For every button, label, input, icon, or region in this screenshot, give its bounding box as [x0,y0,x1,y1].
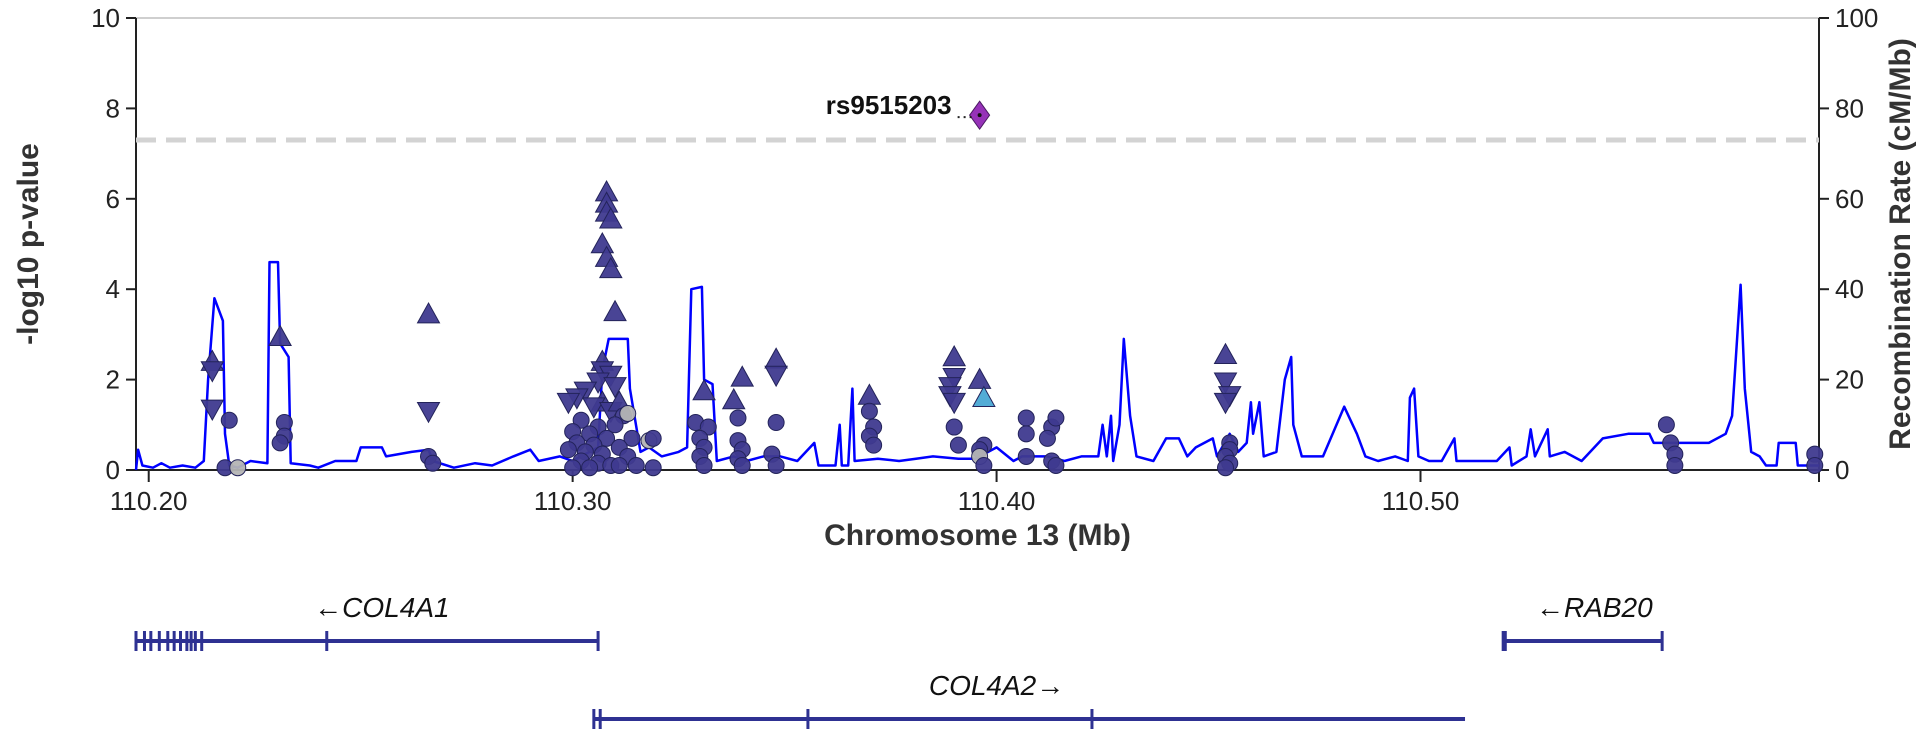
y2-tick-label: 40 [1835,274,1864,304]
gene-direction-arrow: ← [1536,592,1564,623]
y2-tick-label: 100 [1835,3,1878,33]
variant-point [1038,429,1056,447]
x-tick-label: 110.30 [534,486,612,516]
variant-point [733,456,751,474]
variant-point [695,456,713,474]
variant-point [619,405,637,422]
y2-tick-label: 20 [1835,365,1864,395]
y2-tick-label: 0 [1835,455,1849,485]
variant-point [729,409,747,427]
variant-point [268,324,292,346]
variant-point [967,367,992,389]
variant-point [271,434,289,452]
variant-point [200,399,225,422]
variant-point [1806,456,1824,474]
variant-point [610,456,628,474]
variant-point [1017,447,1035,465]
variant-point [1666,456,1684,474]
y-axis-title: -log10 p-value [12,143,45,345]
variant-point [1657,416,1675,434]
y-tick-label: 2 [106,365,120,395]
variant-point [644,459,662,477]
variant-point [730,365,755,387]
variant-point [1213,342,1238,365]
variant-point [581,459,599,477]
variant-point [416,401,441,424]
variant-point [603,299,627,322]
variant-point [1216,459,1234,477]
variant-point [603,377,627,399]
recombination-rate-series [134,260,1819,471]
variant-point [416,302,441,324]
gene-label: ←COL4A1 [314,592,449,623]
x-tick-label: 110.40 [958,486,1036,516]
variant-point [559,441,577,459]
variant-point [1213,392,1238,415]
y2-tick-label: 80 [1835,93,1864,123]
variant-point [1017,409,1035,427]
variant-point [598,207,623,229]
variant-point [692,378,716,401]
y-tick-label: 6 [106,184,120,214]
variant-point [623,429,641,447]
variant-point [975,456,993,474]
variant-point [767,414,785,432]
variant-point [1047,409,1065,427]
gene-name: COL4A2 [929,670,1037,701]
lead-variant-group: rs9515203 [826,90,991,131]
lead-variant-center-dot [977,113,982,118]
lead-variant-label: rs9515203 [826,90,952,120]
variant-point [857,383,882,405]
variant-point [644,429,662,447]
y-tick-label: 4 [106,274,120,304]
variant-point [942,344,967,367]
variant-point [1017,425,1035,443]
variant-point [220,411,238,429]
variant-point [581,397,606,419]
variant-point [590,231,615,254]
variant-point [606,416,624,434]
variant-point [767,456,785,474]
variant-point [860,402,878,420]
gene-direction-arrow: → [1036,670,1064,701]
variant-point [721,387,746,410]
variant-point [972,385,996,407]
gene-direction-arrow: ← [314,592,342,623]
recombination-rate-line [134,260,1819,471]
variant-point [764,347,788,369]
variant-points [200,179,1824,477]
variant-point [945,418,963,436]
variant-point [627,456,645,474]
variant-point [229,459,247,477]
variant-point [572,411,590,429]
variant-point [598,256,623,279]
variant-point [949,436,967,454]
y-tick-label: 10 [91,3,120,33]
y-tick-label: 0 [106,455,120,485]
variant-point [699,418,717,436]
y-tick-label: 8 [106,93,120,123]
variant-point [1213,372,1238,394]
x-tick-label: 110.20 [110,486,188,516]
variant-point [556,392,581,415]
variant-point [942,392,967,415]
gene-name: RAB20 [1564,592,1653,623]
y2-axis-title: Recombination Rate (cM/Mb) [1884,38,1917,450]
gene-label: ←RAB20 [1536,592,1653,623]
variant-point [564,459,582,477]
gene-label: COL4A2→ [929,670,1064,701]
y2-tick-label: 60 [1835,184,1864,214]
gene-name: COL4A1 [342,592,449,623]
variant-point [764,365,788,388]
x-tick-label: 110.50 [1382,486,1460,516]
variant-point [865,436,883,454]
x-axis-title: Chromosome 13 (Mb) [824,519,1131,552]
variant-point [200,361,225,383]
variant-point [1047,456,1065,474]
variant-point [424,454,442,472]
